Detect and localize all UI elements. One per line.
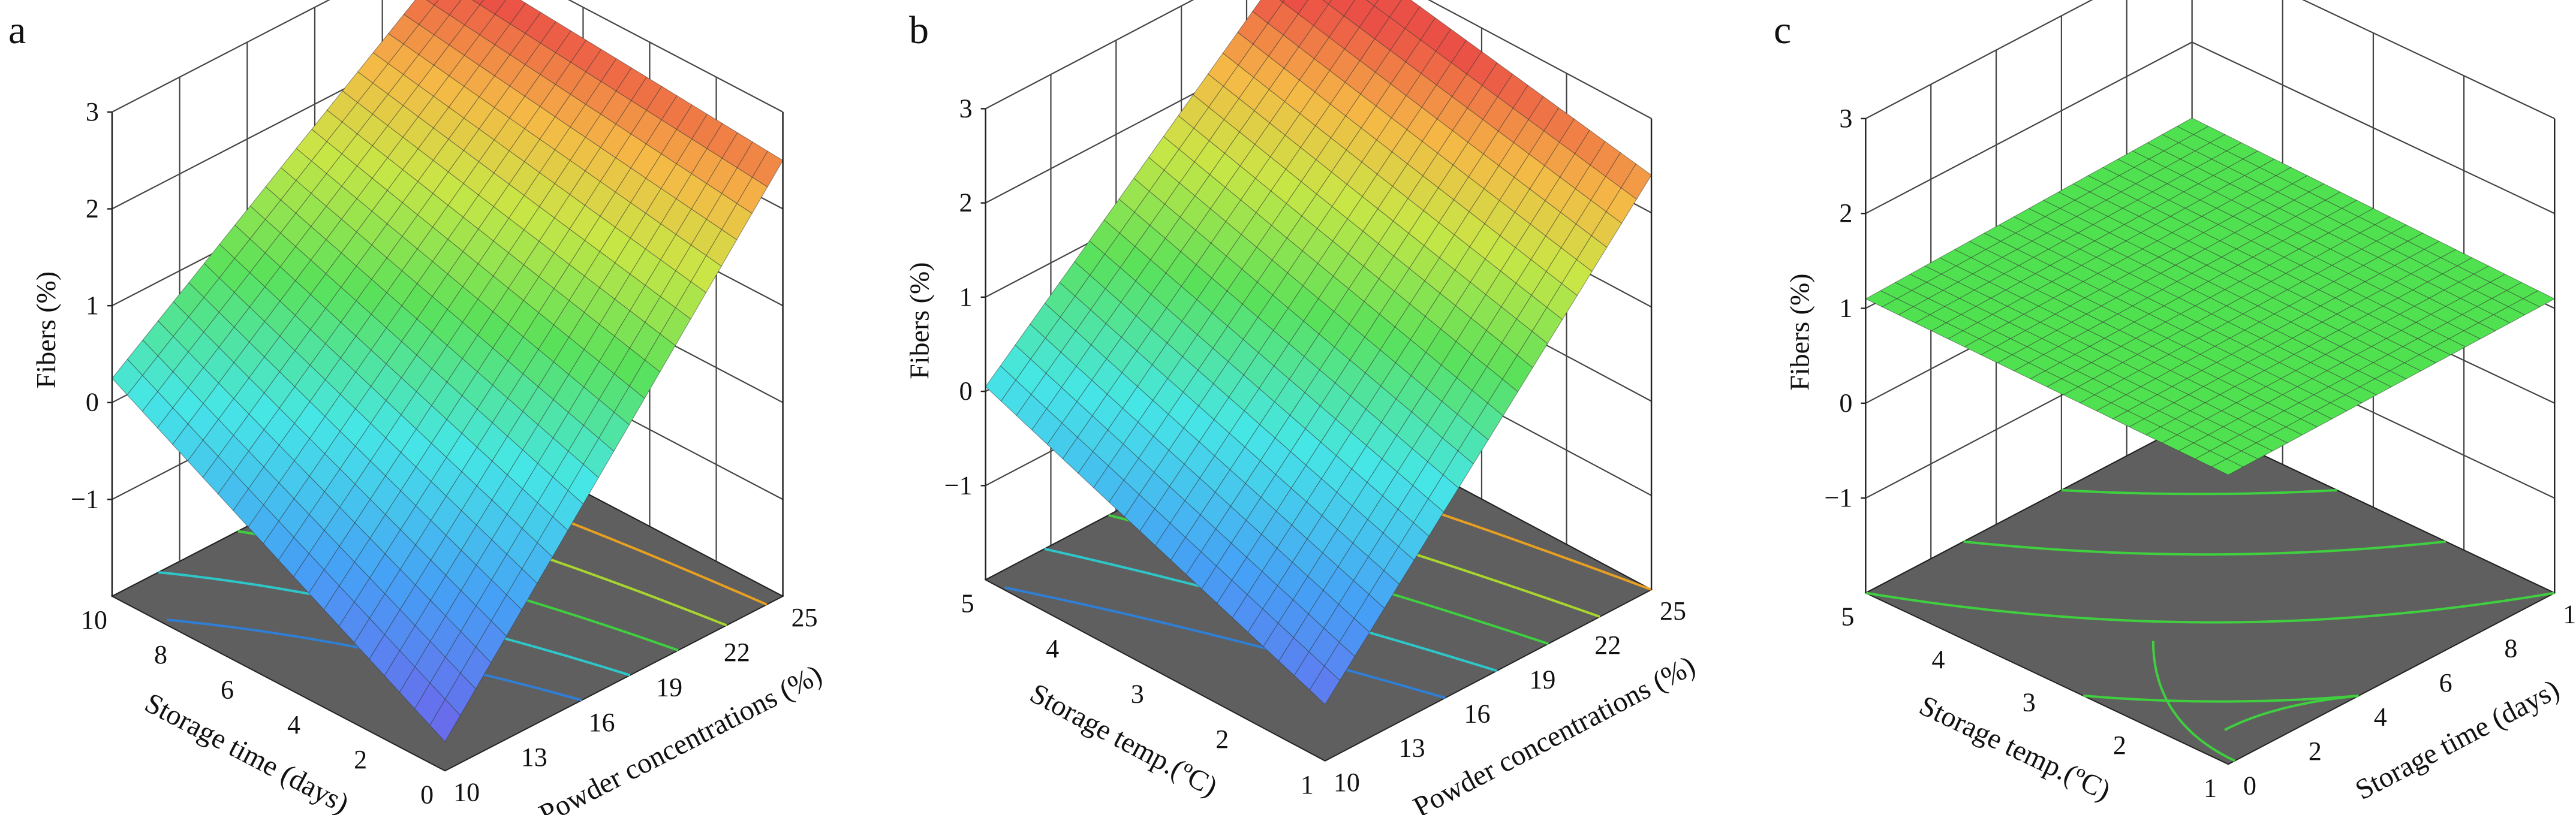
contour-line	[2061, 489, 2337, 496]
y-tick-label: 16	[588, 708, 615, 737]
x-tick-label: 2	[354, 745, 367, 774]
x-tick-label: 5	[1841, 602, 1854, 631]
panel-letter: b	[909, 8, 929, 52]
z-tick-label: 1	[1839, 294, 1852, 323]
y-tick-label: 10	[1334, 768, 1360, 797]
surface-cell	[1322, 0, 1332, 5]
x-tick-label: 3	[2023, 687, 2036, 717]
panel-letter: a	[8, 8, 26, 52]
z-tick-label: −1	[71, 484, 99, 514]
x-axis-label: Storage temp.(ºC)	[1915, 690, 2115, 807]
z-tick-label: 1	[86, 291, 99, 320]
z-tick-label: 0	[86, 388, 99, 417]
x-tick-label: 1	[2204, 773, 2217, 802]
y-tick-label: 2	[2309, 736, 2322, 766]
y-tick-label: 10	[453, 777, 480, 807]
surface-cell	[1328, 0, 1356, 17]
z-tick-label: 3	[1839, 104, 1852, 133]
contour-line	[1865, 591, 2555, 624]
panel-b: −1 0 1 2 3 Fibers (%) 5 4 3 2 1 Storage temp.(ºC) 10…	[904, 0, 1701, 815]
surface-cell	[1374, 0, 1402, 18]
surface-cell	[426, 0, 439, 6]
z-tick-label: 3	[959, 93, 973, 123]
y-tick-label: 13	[1399, 734, 1425, 763]
wall-grid-line	[1865, 41, 2555, 215]
z-axis-label: Fibers (%)	[904, 262, 935, 379]
y-tick-label: 6	[2439, 668, 2452, 698]
x-tick-label: 2	[2113, 731, 2126, 760]
contour-line	[1004, 586, 1446, 699]
x-tick-label: 4	[1046, 634, 1059, 663]
y-tick-label: 22	[1594, 630, 1621, 660]
x-tick-label: 6	[221, 675, 234, 705]
surface-cell	[1279, 0, 1285, 3]
y-tick-label: 25	[792, 603, 818, 632]
contour-line	[2151, 641, 2235, 762]
wall-grid-line	[112, 0, 784, 113]
z-tick-label: 1	[959, 282, 973, 312]
x-axis-label: Storage temp.(ºC)	[1025, 677, 1223, 802]
x-tick-label: 4	[287, 710, 300, 739]
contour-line	[2224, 695, 2359, 731]
contour-line	[1963, 540, 2446, 556]
panel-letter: c	[1774, 8, 1791, 52]
surface-mesh	[1865, 117, 2556, 476]
z-tick-label: 3	[86, 97, 99, 126]
wall-grid-line	[985, 0, 1652, 119]
surface-cell	[434, 0, 462, 16]
z-tick-label: −1	[944, 470, 973, 500]
y-axis-label: Storage time (days)	[2350, 674, 2564, 807]
z-tick-label: 2	[86, 194, 99, 224]
surface-mesh	[985, 0, 1652, 705]
z-tick-label: 0	[1839, 388, 1852, 418]
x-tick-label: 10	[81, 605, 107, 635]
x-tick-label: 5	[961, 588, 974, 618]
wall-grid-line	[1865, 0, 2555, 119]
surface-mesh	[112, 0, 784, 742]
z-axis-label: Fibers (%)	[31, 271, 61, 388]
y-tick-label: 22	[724, 638, 750, 667]
surface-cell	[1365, 0, 1379, 7]
z-tick-label: 0	[959, 376, 973, 406]
x-tick-label: 1	[1301, 770, 1314, 799]
z-tick-label: −1	[1825, 483, 1853, 512]
y-tick-label: 25	[1660, 596, 1686, 626]
x-tick-label: 0	[420, 780, 434, 809]
x-tick-label: 3	[1131, 680, 1144, 709]
y-tick-label: 10	[2563, 599, 2576, 629]
y-tick-label: 19	[656, 673, 682, 702]
z-tick-label: 2	[959, 188, 973, 218]
y-tick-label: 19	[1529, 665, 1555, 694]
y-tick-label: 8	[2504, 634, 2517, 663]
surface-cell	[1282, 0, 1309, 14]
contour-line	[2083, 695, 2359, 703]
x-tick-label: 8	[154, 640, 167, 669]
z-axis-label: Fibers (%)	[1784, 273, 1814, 390]
y-tick-label: 0	[2243, 771, 2256, 800]
y-tick-label: 16	[1464, 699, 1491, 728]
z-tick-label: 2	[1839, 198, 1852, 228]
y-tick-label: 4	[2374, 702, 2387, 732]
surface-cell	[479, 0, 507, 15]
x-tick-label: 4	[1932, 645, 1945, 674]
x-tick-label: 2	[1215, 725, 1229, 754]
y-tick-label: 13	[521, 742, 547, 772]
